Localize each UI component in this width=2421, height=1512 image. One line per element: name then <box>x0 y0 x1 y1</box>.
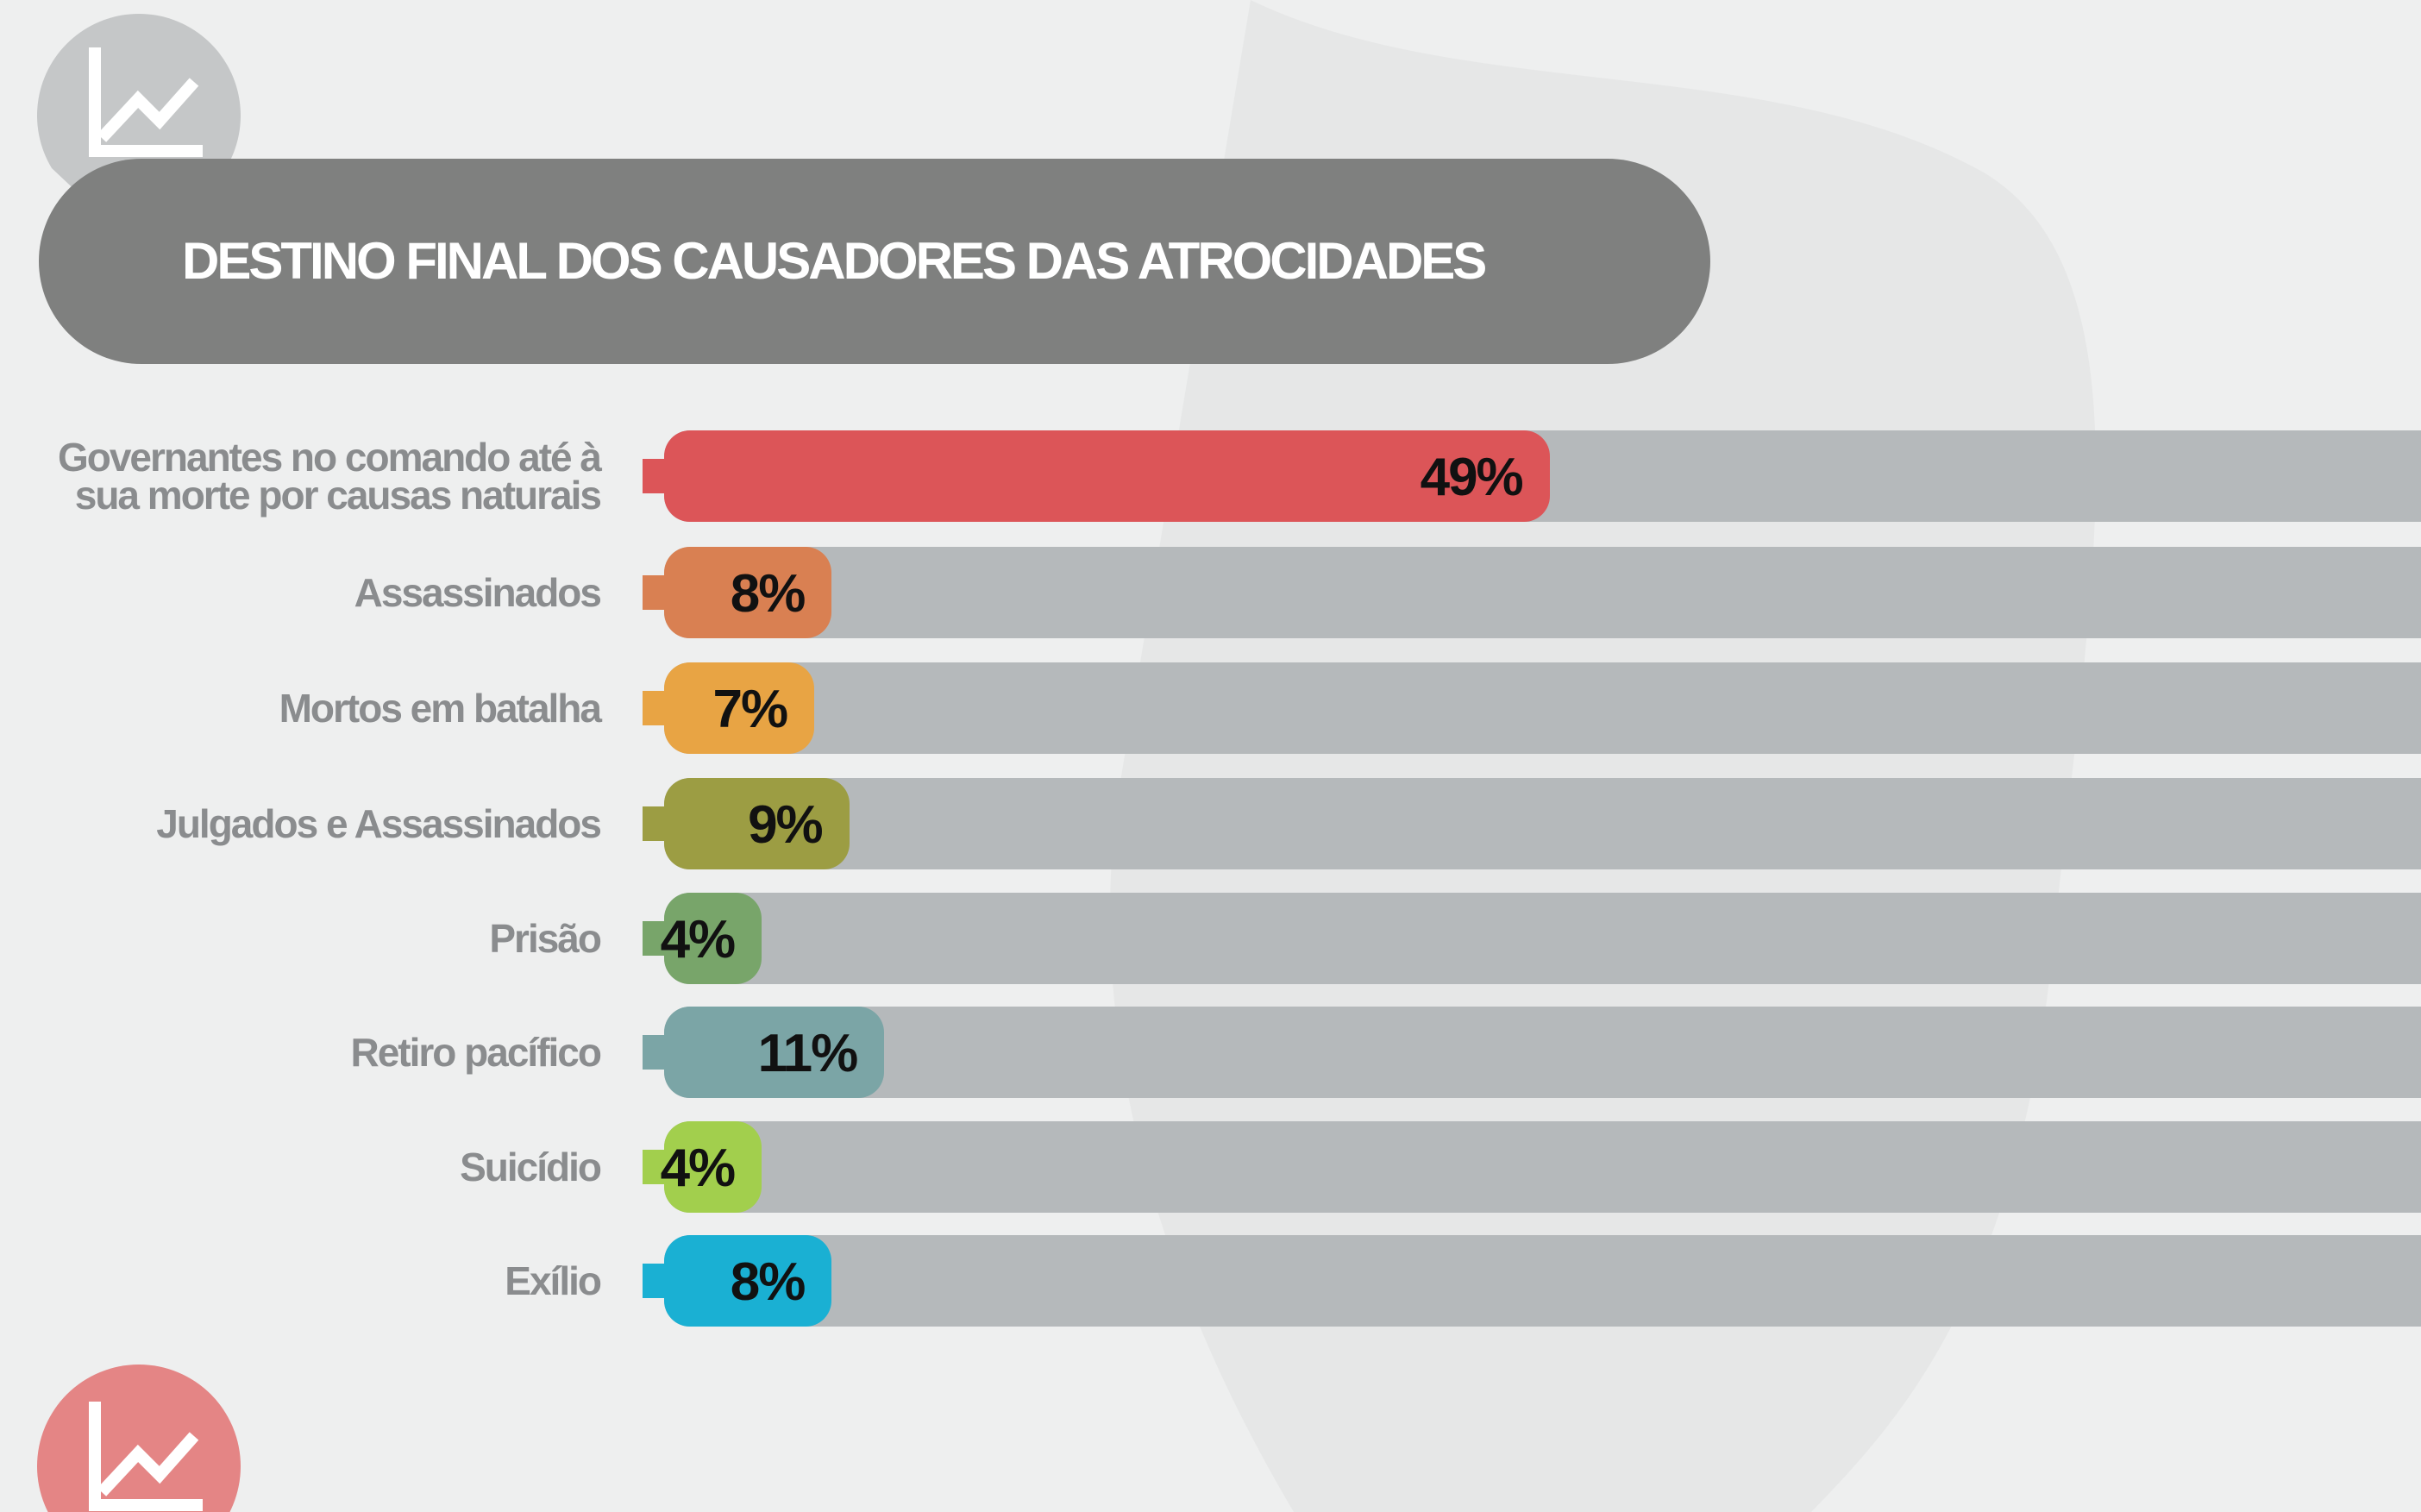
bar: 11% <box>664 1007 884 1098</box>
bar-row: Julgados e Assassinados 9% <box>0 778 2421 869</box>
value-label: 7% <box>712 662 787 754</box>
bar-track <box>664 1121 2421 1213</box>
category-label: Prisão <box>48 893 600 984</box>
bar-row: Exílio 8% <box>0 1235 2421 1327</box>
bar-row: Prisão 4% <box>0 893 2421 984</box>
bar: 7% <box>664 662 814 754</box>
category-label: Julgados e Assassinados <box>48 778 600 869</box>
bar-track <box>664 1007 2421 1098</box>
value-label: 4% <box>661 1121 735 1213</box>
bar-row: Assassinados 8% <box>0 547 2421 638</box>
bar-track <box>664 1235 2421 1327</box>
value-label: 8% <box>731 1235 805 1327</box>
bar: 4% <box>664 1121 762 1213</box>
bar-track <box>664 893 2421 984</box>
category-label: Retiro pacífico <box>48 1007 600 1098</box>
value-label: 8% <box>731 547 805 638</box>
bar-row: Suicídio 4% <box>0 1121 2421 1213</box>
category-label: Exílio <box>48 1235 600 1327</box>
category-label: Suicídio <box>48 1121 600 1213</box>
bar-row: Retiro pacífico 11% <box>0 1007 2421 1098</box>
bar: 49% <box>664 430 1550 522</box>
value-label: 11% <box>758 1007 857 1098</box>
bar: 4% <box>664 893 762 984</box>
value-label: 9% <box>748 778 822 869</box>
category-label: Governantes no comando até à sua morte p… <box>48 430 600 522</box>
bar: 9% <box>664 778 850 869</box>
value-label: 4% <box>661 893 735 984</box>
bar-track <box>664 547 2421 638</box>
chart-title: DESTINO FINAL DOS CAUSADORES DAS ATROCID… <box>182 159 1484 364</box>
bar: 8% <box>664 547 831 638</box>
page: DESTINO FINAL DOS CAUSADORES DAS ATROCID… <box>0 0 2421 1512</box>
category-label: Mortos em batalha <box>48 662 600 754</box>
bar-track <box>664 662 2421 754</box>
bar-track <box>664 778 2421 869</box>
icon-bottom <box>37 1365 241 1512</box>
bar-row: Governantes no comando até à sua morte p… <box>0 430 2421 522</box>
value-label: 49% <box>1421 430 1522 522</box>
bar: 8% <box>664 1235 831 1327</box>
category-label: Assassinados <box>48 547 600 638</box>
bar-row: Mortos em batalha 7% <box>0 662 2421 754</box>
